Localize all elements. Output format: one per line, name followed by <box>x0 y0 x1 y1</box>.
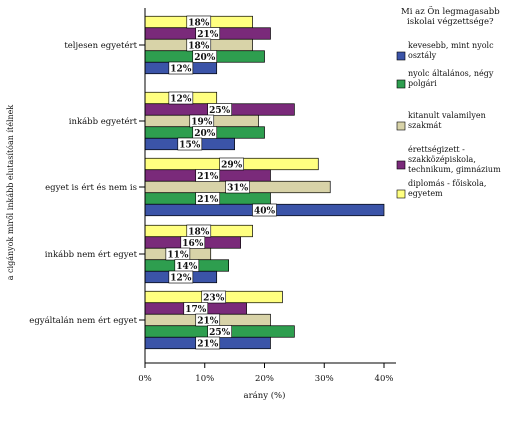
data-label-1-0: 20% <box>194 53 216 63</box>
legend: Mi az Ön legmagasabb iskolai végzettsége?… <box>396 5 501 199</box>
data-label-0-3: 12% <box>170 274 192 284</box>
data-label-box-1-0 <box>192 50 218 63</box>
data-label-2-0: 18% <box>188 42 210 52</box>
data-label-box-0-0 <box>168 61 194 75</box>
axes-layer: teljesen egyetért inkább egyetért egyet is… <box>6 8 396 401</box>
data-label-2-1: 19% <box>191 118 213 128</box>
y-tick-label-3: inkább nem ért egyet <box>45 249 138 260</box>
data-label-0-1: 15% <box>179 141 201 151</box>
data-label-1-1: 20% <box>194 129 216 139</box>
legend-title: Mi az Ön legmagasabb iskolai végzettsége? <box>401 5 500 27</box>
x-tick-label-2: 20% <box>255 374 274 384</box>
data-label-box-4-2 <box>219 157 244 171</box>
data-label-4-1: 12% <box>170 95 192 105</box>
data-label-3-4: 17% <box>185 305 207 315</box>
y-axis-title: a cigányok miről inkább elutasítóan ítél… <box>6 105 15 281</box>
data-label-4-2: 29% <box>221 161 243 171</box>
legend-label-4: diplomás - főiskola, egyetem <box>408 179 486 198</box>
data-label-box-3-2 <box>195 169 221 182</box>
data-label-4-3: 18% <box>188 228 210 238</box>
data-label-1-2: 21% <box>197 195 219 205</box>
data-label-box-0-2 <box>252 203 277 217</box>
data-label-2-4: 21% <box>197 317 219 327</box>
data-label-3-0: 21% <box>197 30 219 40</box>
data-label-box-0-4 <box>195 336 221 350</box>
data-label-1-4: 25% <box>209 328 231 338</box>
data-label-box-1-1 <box>192 126 218 139</box>
data-label-2-3: 11% <box>167 251 189 261</box>
data-label-box-0-1 <box>177 137 203 151</box>
x-tick-label-1: 10% <box>195 374 214 384</box>
data-label-3-2: 21% <box>197 172 219 182</box>
legend-swatch-3 <box>396 160 406 170</box>
data-label-0-4: 21% <box>197 340 219 350</box>
data-label-3-3: 16% <box>182 239 204 249</box>
data-label-box-3-3 <box>180 236 206 249</box>
y-tick-label-1: inkább egyetért <box>69 116 138 127</box>
data-label-1-3: 14% <box>176 262 198 272</box>
legend-label-1: nyolc általános, négy polgári <box>408 69 494 88</box>
y-tick-label-4: egyáltalán nem ért egyet <box>29 315 137 326</box>
data-label-box-1-2 <box>195 192 221 205</box>
data-label-0-0: 12% <box>170 65 192 75</box>
x-tick-label-3: 30% <box>315 374 334 384</box>
data-label-3-1: 25% <box>209 106 231 116</box>
legend-label-0: kevesebb, mint nyolc osztály <box>408 41 494 60</box>
y-tick-label-0: teljesen egyetért <box>64 40 137 51</box>
data-label-0-2: 40% <box>254 207 276 217</box>
y-tick-label-2: egyet is ért és nem is <box>45 182 137 193</box>
data-label-4-0: 18% <box>188 19 210 29</box>
data-label-box-2-2 <box>225 180 250 194</box>
legend-swatch-1 <box>396 79 406 89</box>
data-labels-layer: 18%21%18%20%12%12%25%19%20%15%29%21%31%2… <box>165 15 277 350</box>
data-label-box-3-1 <box>207 103 232 116</box>
data-label-box-4-1 <box>168 91 194 105</box>
x-tick-label-0: 0% <box>138 374 152 384</box>
x-axis-title: arány (%) <box>244 390 286 401</box>
data-label-2-2: 31% <box>227 184 249 194</box>
data-label-box-0-3 <box>168 270 194 284</box>
data-label-4-4: 23% <box>203 294 225 304</box>
x-tick-label-4: 40% <box>375 374 394 384</box>
legend-label-2: kitanult valamilyen szakmát <box>408 111 486 130</box>
legend-swatch-0 <box>396 51 406 61</box>
legend-swatch-4 <box>396 189 406 199</box>
legend-label-3: érettségizett -szakközépiskola, technikum… <box>408 145 501 174</box>
data-label-box-4-4 <box>201 290 227 304</box>
legend-swatch-2 <box>396 121 406 131</box>
